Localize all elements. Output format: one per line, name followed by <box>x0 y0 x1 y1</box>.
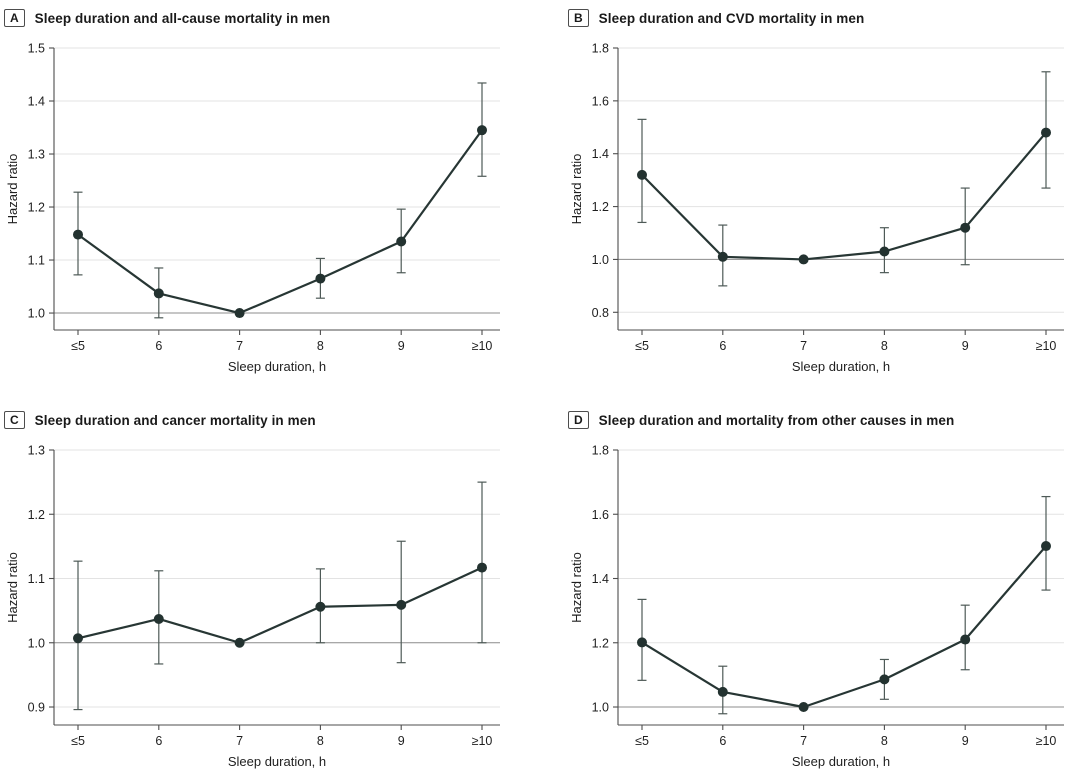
panel-a: A Sleep duration and all-cause mortality… <box>0 0 540 390</box>
svg-text:7: 7 <box>800 339 807 353</box>
panel-title: Sleep duration and mortality from other … <box>598 412 955 428</box>
svg-text:6: 6 <box>155 734 162 748</box>
svg-text:6: 6 <box>719 734 726 748</box>
svg-text:1.2: 1.2 <box>28 201 45 215</box>
chart-cancer-mortality: 0.9 1.0 1.1 1.2 1.3 ≤5 6 7 8 9 ≥10 Sleep duration, … <box>4 436 540 781</box>
svg-text:7: 7 <box>236 734 243 748</box>
svg-text:7: 7 <box>236 339 243 353</box>
svg-text:Sleep duration, h: Sleep duration, h <box>228 359 326 374</box>
svg-text:1.6: 1.6 <box>592 94 609 108</box>
panel-b: B Sleep duration and CVD mortality in me… <box>540 0 1080 390</box>
svg-text:1.1: 1.1 <box>28 254 45 268</box>
svg-text:0.9: 0.9 <box>28 701 45 715</box>
svg-text:1.0: 1.0 <box>592 701 609 715</box>
svg-text:1.4: 1.4 <box>592 572 609 586</box>
svg-text:8: 8 <box>317 734 324 748</box>
svg-text:1.4: 1.4 <box>28 95 45 109</box>
svg-text:≥10: ≥10 <box>472 339 493 353</box>
svg-text:Hazard ratio: Hazard ratio <box>569 552 584 623</box>
svg-text:1.6: 1.6 <box>592 508 609 522</box>
svg-text:≤5: ≤5 <box>71 734 85 748</box>
panel-title: Sleep duration and all-cause mortality i… <box>34 10 331 26</box>
svg-text:8: 8 <box>881 734 888 748</box>
svg-text:1.3: 1.3 <box>28 444 45 458</box>
panel-title: Sleep duration and CVD mortality in men <box>598 10 865 26</box>
svg-text:9: 9 <box>962 734 969 748</box>
chart-svg-panel-C: 0.9 1.0 1.1 1.2 1.3 ≤5 6 7 8 9 ≥10 Sleep duration, … <box>5 444 500 769</box>
svg-text:≥10: ≥10 <box>472 734 493 748</box>
svg-text:0.8: 0.8 <box>592 306 609 320</box>
svg-text:Hazard ratio: Hazard ratio <box>569 154 584 225</box>
svg-text:1.2: 1.2 <box>28 508 45 522</box>
svg-text:9: 9 <box>398 734 405 748</box>
svg-text:1.0: 1.0 <box>592 253 609 267</box>
svg-text:Sleep duration, h: Sleep duration, h <box>792 359 890 374</box>
chart-cvd-mortality: 0.8 1.0 1.2 1.4 1.6 1.8 ≤5 6 7 8 9 ≥10 Sleep duratio… <box>568 34 1080 386</box>
panel-d-header: D Sleep duration and mortality from othe… <box>568 408 1080 432</box>
svg-text:1.3: 1.3 <box>28 148 45 162</box>
panel-title: Sleep duration and cancer mortality in m… <box>34 412 316 428</box>
svg-text:Hazard ratio: Hazard ratio <box>5 552 20 623</box>
svg-text:8: 8 <box>317 339 324 353</box>
svg-text:1.8: 1.8 <box>592 444 609 458</box>
svg-text:6: 6 <box>155 339 162 353</box>
svg-text:1.5: 1.5 <box>28 42 45 56</box>
chart-svg-panel-A: 1.0 1.1 1.2 1.3 1.4 1.5 ≤5 6 7 8 9 ≥10 Sleep duratio… <box>5 42 500 374</box>
panel-letter-badge: B <box>568 9 589 27</box>
svg-text:1.4: 1.4 <box>592 147 609 161</box>
svg-text:1.2: 1.2 <box>592 200 609 214</box>
panel-c-header: C Sleep duration and cancer mortality in… <box>4 408 540 432</box>
svg-text:6: 6 <box>719 339 726 353</box>
svg-text:Hazard ratio: Hazard ratio <box>5 154 20 225</box>
svg-text:8: 8 <box>881 339 888 353</box>
panel-a-header: A Sleep duration and all-cause mortality… <box>4 6 540 30</box>
chart-all-cause-mortality: 1.0 1.1 1.2 1.3 1.4 1.5 ≤5 6 7 8 9 ≥10 Sleep duratio… <box>4 34 540 386</box>
svg-text:1.8: 1.8 <box>592 42 609 56</box>
panel-b-header: B Sleep duration and CVD mortality in me… <box>568 6 1080 30</box>
chart-svg-panel-D: 1.0 1.2 1.4 1.6 1.8 ≤5 6 7 8 9 ≥10 Sleep duration, … <box>569 444 1064 769</box>
svg-text:1.2: 1.2 <box>592 636 609 650</box>
svg-text:≥10: ≥10 <box>1036 339 1057 353</box>
svg-text:9: 9 <box>962 339 969 353</box>
panel-c: C Sleep duration and cancer mortality in… <box>0 390 540 783</box>
svg-text:Sleep duration, h: Sleep duration, h <box>228 754 326 769</box>
svg-text:1.0: 1.0 <box>28 307 45 321</box>
chart-svg-panel-B: 0.8 1.0 1.2 1.4 1.6 1.8 ≤5 6 7 8 9 ≥10 Sleep duratio… <box>569 42 1064 374</box>
svg-text:≤5: ≤5 <box>635 734 649 748</box>
panel-letter-badge: D <box>568 411 589 429</box>
panel-d: D Sleep duration and mortality from othe… <box>540 390 1080 783</box>
svg-text:7: 7 <box>800 734 807 748</box>
svg-text:≤5: ≤5 <box>635 339 649 353</box>
panel-letter-badge: A <box>4 9 25 27</box>
svg-text:1.0: 1.0 <box>28 636 45 650</box>
svg-text:9: 9 <box>398 339 405 353</box>
svg-text:Sleep duration, h: Sleep duration, h <box>792 754 890 769</box>
chart-other-causes-mortality: 1.0 1.2 1.4 1.6 1.8 ≤5 6 7 8 9 ≥10 Sleep duration, … <box>568 436 1080 781</box>
panel-letter-badge: C <box>4 411 25 429</box>
svg-text:1.1: 1.1 <box>28 572 45 586</box>
svg-text:≥10: ≥10 <box>1036 734 1057 748</box>
svg-text:≤5: ≤5 <box>71 339 85 353</box>
